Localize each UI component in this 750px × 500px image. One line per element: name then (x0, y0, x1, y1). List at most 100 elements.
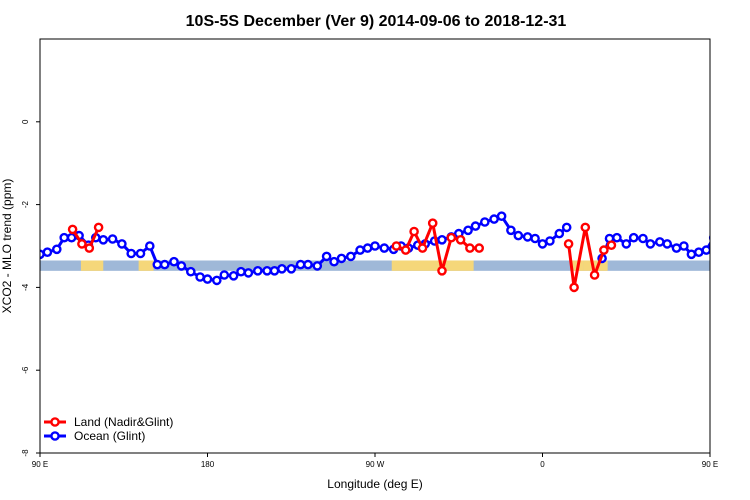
series-line (743, 227, 750, 248)
data-point (98, 234, 109, 245)
x-tick-label: 90 E (32, 460, 48, 469)
data-point (262, 265, 272, 276)
y-tick-label: -2 (21, 200, 30, 208)
data-point (67, 224, 78, 235)
data-point (427, 218, 438, 228)
data-point (686, 249, 697, 260)
data-point (362, 243, 373, 253)
x-tick-label: 90 E (702, 460, 718, 469)
data-point (522, 232, 533, 242)
y-tick-label: -4 (21, 283, 30, 291)
data-point (52, 244, 62, 255)
data-point (739, 226, 746, 233)
data-point (286, 263, 297, 274)
data-point (489, 214, 499, 224)
data-point (599, 245, 609, 255)
data-point (152, 259, 163, 270)
y-tick-label: -8 (21, 449, 30, 457)
x-axis-label: Longitude (deg E) (327, 477, 422, 491)
legend-label: Land (Nadir&Glint) (74, 415, 173, 429)
land-band-segment (391, 260, 474, 271)
y-axis-label: XCO2 - MLO trend (ppm) (0, 179, 14, 314)
data-point (496, 211, 507, 221)
land-band-segment (583, 260, 608, 271)
data-point (638, 233, 648, 244)
data-point (561, 222, 572, 233)
data-point (126, 248, 136, 259)
data-point (417, 243, 428, 253)
data-point (589, 270, 600, 280)
data-point (252, 265, 263, 276)
ocean-band (40, 260, 710, 271)
data-point (437, 265, 447, 276)
x-axis: 90 E 180 90 W 0 90 E (32, 453, 718, 469)
data-point (727, 232, 734, 239)
data-point (228, 270, 239, 281)
data-point (176, 261, 187, 271)
legend-item: Land (Nadir&Glint) (44, 415, 173, 429)
data-point (708, 234, 710, 241)
data-point (269, 265, 280, 276)
x-tick-label: 90 W (366, 460, 385, 469)
data-point (446, 232, 457, 243)
data-point (465, 243, 475, 253)
data-point (169, 256, 179, 267)
landmass-band (40, 260, 710, 271)
data-point (185, 266, 196, 277)
data-point (530, 233, 540, 244)
data-point (545, 236, 555, 246)
data-point (107, 234, 118, 244)
data-point (679, 241, 689, 251)
series-line (395, 221, 480, 273)
data-point (463, 225, 473, 236)
data-point (93, 222, 104, 233)
data-point (606, 240, 617, 250)
data-point (719, 234, 726, 241)
y-tick-label: 0 (21, 119, 30, 124)
chart-title: 10S-5S December (Ver 9) 2014-09-06 to 20… (186, 13, 567, 30)
data-point (580, 222, 591, 233)
data-point (117, 239, 127, 249)
land-band-segment (80, 260, 104, 271)
data-point (355, 245, 365, 255)
data-point (455, 234, 466, 245)
data-point (621, 239, 632, 249)
legend-label: Ocean (Glint) (74, 429, 145, 443)
data-point (77, 239, 87, 249)
data-point (329, 256, 339, 267)
legend-item: Ocean (Glint) (44, 429, 145, 443)
legend: Land (Nadir&Glint)Ocean (Glint) (44, 415, 173, 443)
data-point (479, 217, 490, 227)
data-point (84, 243, 95, 253)
data-point (409, 226, 419, 237)
data-point (612, 232, 622, 243)
series-land (67, 218, 750, 293)
data-point (303, 259, 313, 270)
data-point (195, 272, 205, 282)
data-point (400, 245, 411, 255)
data-point (470, 221, 481, 231)
land-band-segment (138, 260, 154, 271)
data-point (391, 241, 402, 251)
data-point (312, 261, 323, 271)
data-point (437, 234, 447, 245)
x-tick-label: 180 (201, 460, 215, 469)
data-point (219, 270, 230, 280)
data-point (243, 268, 254, 278)
data-point (277, 263, 287, 274)
legend-marker (50, 417, 60, 427)
series-layer (40, 211, 750, 293)
data-point (474, 243, 485, 253)
data-point (379, 243, 390, 253)
data-point (694, 247, 704, 257)
data-point (236, 266, 246, 277)
y-tick-label: -6 (21, 366, 30, 374)
data-point (655, 237, 665, 247)
y-axis: 0 -2 -4 -6 -8 (21, 119, 40, 457)
data-point (42, 247, 53, 257)
data-point (211, 275, 222, 286)
data-point (506, 225, 516, 236)
legend-marker (50, 431, 60, 441)
data-point (66, 232, 77, 243)
